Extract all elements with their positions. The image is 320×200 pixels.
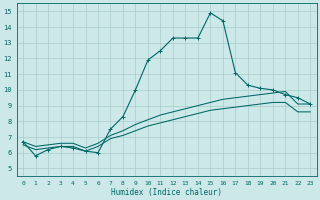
- X-axis label: Humidex (Indice chaleur): Humidex (Indice chaleur): [111, 188, 222, 197]
